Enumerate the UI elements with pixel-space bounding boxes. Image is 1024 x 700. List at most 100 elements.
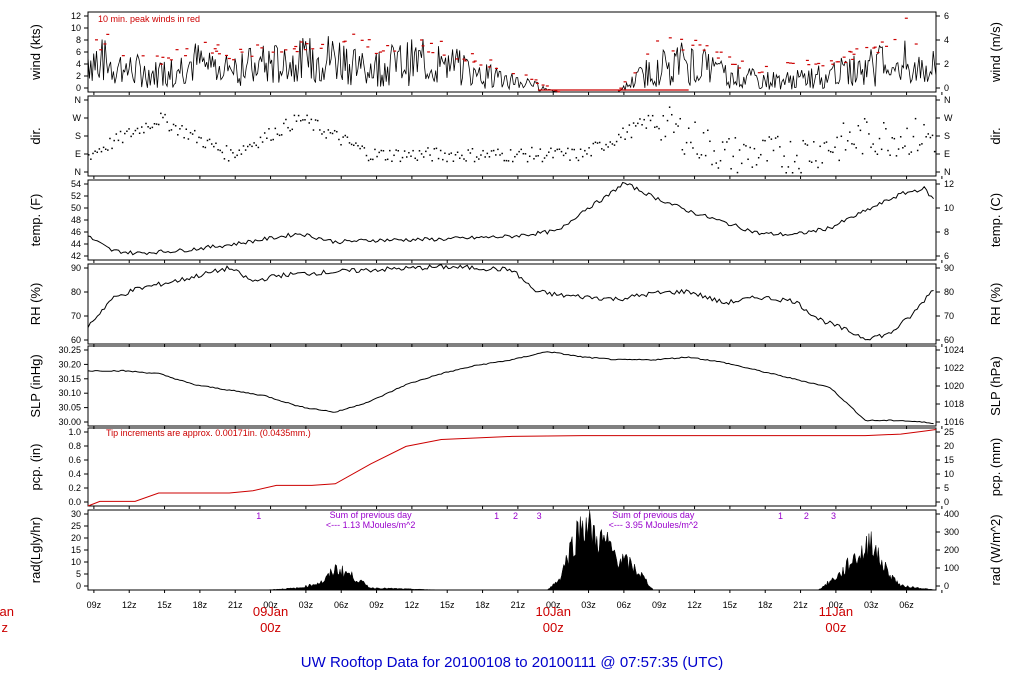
x-tick-label: 09z <box>652 600 667 610</box>
dir-point <box>198 136 200 139</box>
temp-right-tick-label: 6 <box>944 251 949 261</box>
rad-left-tick-label: 5 <box>76 569 81 579</box>
pcp-ylabel-left: pcp. (in) <box>28 444 43 491</box>
dir-point <box>664 135 667 138</box>
temp-left-tick-label: 46 <box>71 227 81 237</box>
date-time-label: 00z <box>543 620 564 635</box>
temp-left-tick-label: 50 <box>71 203 81 213</box>
dir-point <box>605 143 607 146</box>
dir-point <box>427 147 429 149</box>
dir-point <box>863 118 866 120</box>
dir-point <box>588 147 590 149</box>
dir-point <box>295 120 298 122</box>
dir-point <box>355 142 357 144</box>
dir-point <box>777 135 779 138</box>
wind-ylabel-right: wind (m/s) <box>988 22 1003 83</box>
dir-point <box>497 148 499 151</box>
dir-point <box>707 129 709 132</box>
pcp-left-tick-label: 0.0 <box>68 497 81 507</box>
dir-ylabel-left: dir. <box>28 127 43 144</box>
wind-left-tick-label: 12 <box>71 11 81 21</box>
rh-right-tick-label: 60 <box>944 335 954 345</box>
panel-temp: 42 44 46 48 50 52 54 6 8 10 12 temp. (F) temp. (C) <box>28 179 1003 263</box>
dir-point <box>880 148 883 151</box>
x-tick-label: 03z <box>299 600 314 610</box>
dir-point <box>238 149 241 151</box>
dir-point <box>499 154 501 156</box>
dir-point <box>482 149 484 152</box>
slp-right-tick-label: 1016 <box>944 417 964 427</box>
dir-point <box>601 148 603 150</box>
dir-point <box>802 139 804 142</box>
dir-point <box>838 159 840 162</box>
dir-point <box>501 152 503 155</box>
x-tick-label: 15z <box>723 600 738 610</box>
dir-point <box>236 154 238 157</box>
dir-point <box>545 154 548 157</box>
dir-point <box>516 153 518 156</box>
dir-point <box>603 149 605 151</box>
dir-point <box>598 141 601 144</box>
dir-point <box>861 152 864 155</box>
x-tick-label: 18z <box>758 600 773 610</box>
rad-marker: 3 <box>831 511 836 521</box>
dir-point <box>410 155 412 157</box>
dir-point <box>526 160 529 163</box>
x-tick-label: 21z <box>228 600 243 610</box>
dir-point <box>306 114 308 117</box>
dir-point <box>456 151 459 154</box>
dir-point <box>240 153 243 155</box>
dir-point <box>813 141 815 143</box>
dir-point <box>266 137 268 139</box>
rh-right-tick-label: 90 <box>944 263 954 273</box>
rad-right-tick-label: 300 <box>944 527 959 537</box>
dir-point <box>213 145 215 148</box>
dir-point <box>804 143 807 145</box>
dir-point <box>155 123 158 125</box>
temp-series <box>87 181 934 256</box>
dir-point <box>346 136 349 138</box>
rh-left-tick-label: 60 <box>71 335 81 345</box>
dir-point <box>170 129 173 131</box>
dir-point <box>289 129 291 132</box>
dir-point <box>217 149 219 151</box>
dir-point <box>808 160 811 162</box>
dir-point <box>378 151 380 154</box>
wind-ylabel-left: wind (kts) <box>28 24 43 81</box>
dir-point <box>866 121 868 123</box>
dir-point <box>647 114 650 117</box>
dir-left-tick-label: E <box>75 149 81 159</box>
rh-left-tick-label: 80 <box>71 287 81 297</box>
dir-point <box>204 146 207 149</box>
dir-point <box>660 139 662 141</box>
rh-series <box>87 264 934 341</box>
dir-point <box>736 171 739 174</box>
dir-point <box>463 158 465 160</box>
dir-point <box>480 154 482 156</box>
dir-point <box>247 145 249 148</box>
dir-right-tick-label: E <box>944 149 950 159</box>
dir-point <box>849 131 851 133</box>
dir-point <box>768 136 771 138</box>
dir-point <box>145 122 147 125</box>
dir-point <box>594 141 597 144</box>
dir-point <box>690 141 692 144</box>
dir-point <box>452 160 455 162</box>
dir-point <box>162 116 164 119</box>
dir-point <box>414 157 416 160</box>
x-tick-label: 00z <box>263 600 278 610</box>
dir-point <box>425 150 427 153</box>
dir-point <box>819 145 821 148</box>
dir-point <box>745 145 747 147</box>
dir-point <box>577 159 580 162</box>
dir-point <box>249 143 251 146</box>
panel-wind: 0 2 4 6 8 10 12 0 2 4 6 wind (kts) wind (m/s) 10 min.… <box>28 11 1003 95</box>
rad-marker: 1 <box>778 511 783 521</box>
dir-point <box>406 156 408 158</box>
dir-point <box>219 149 221 152</box>
dir-point <box>310 118 313 121</box>
dir-point <box>359 147 361 150</box>
wind-left-tick-label: 6 <box>76 47 81 57</box>
slp-left-tick-label: 30.10 <box>58 388 81 398</box>
